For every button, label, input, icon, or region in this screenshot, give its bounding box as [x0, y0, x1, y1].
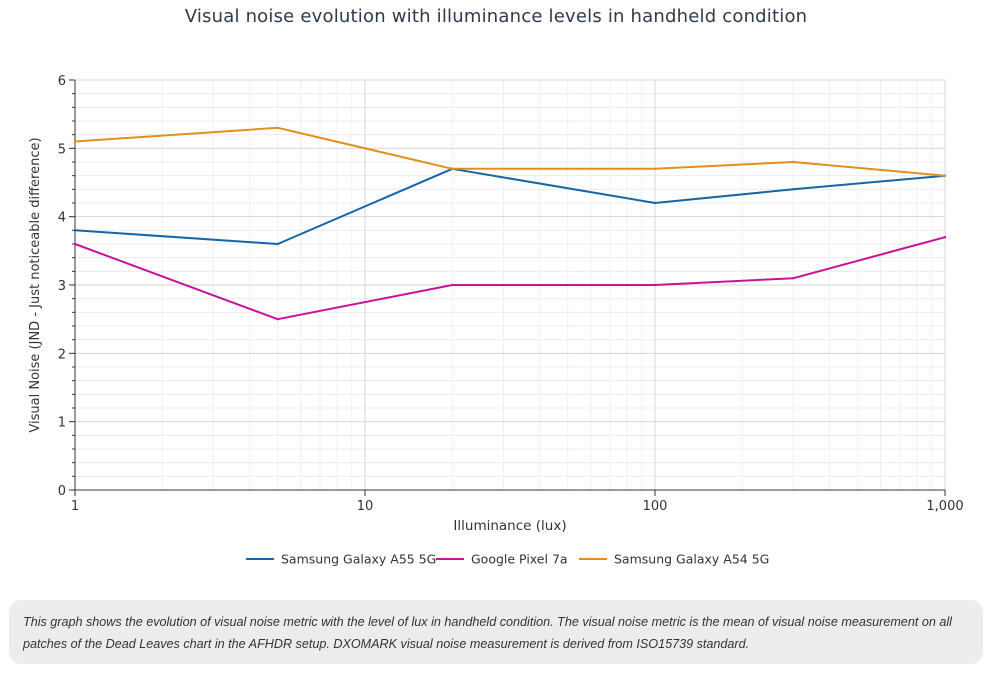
y-tick-label: 1	[58, 416, 66, 431]
y-axis-label: Visual Noise (JND - Just noticeable diff…	[28, 137, 43, 432]
data-point	[792, 188, 795, 191]
x-tick-label: 100	[643, 499, 668, 514]
data-point	[943, 235, 947, 239]
y-tick-label: 6	[58, 74, 66, 89]
chart-description-box: This graph shows the evolution of visual…	[9, 600, 983, 664]
x-tick-label: 10	[357, 499, 374, 514]
x-axis-label: Illuminance (lux)	[453, 518, 566, 534]
y-tick-label: 5	[58, 142, 66, 157]
data-point	[276, 242, 279, 246]
chart-description-text: This graph shows the evolution of visual…	[23, 615, 952, 651]
legend: Samsung Galaxy A55 5G Google Pixel 7a Sams…	[246, 552, 769, 567]
data-point	[653, 167, 657, 171]
y-tick-label: 0	[58, 484, 66, 499]
data-point	[653, 283, 657, 287]
series-lines	[73, 126, 947, 321]
data-point	[792, 276, 795, 280]
data-point	[276, 126, 279, 130]
data-point	[943, 174, 947, 177]
series-line	[74, 126, 946, 177]
legend-label: Samsung Galaxy A55 5G	[281, 552, 436, 567]
chart-title: Visual noise evolution with illuminance …	[184, 6, 808, 27]
legend-label: Google Pixel 7a	[471, 552, 568, 567]
legend-label: Samsung Galaxy A54 5G	[614, 552, 769, 567]
grid-lines	[74, 79, 946, 491]
y-tick-label: 4	[58, 211, 66, 226]
data-point	[451, 167, 454, 171]
x-tick-label: 1,000	[926, 499, 963, 514]
series-line	[74, 236, 946, 321]
data-point	[73, 242, 77, 246]
data-point	[276, 317, 279, 321]
y-tick-label: 3	[58, 279, 66, 294]
data-point	[73, 140, 77, 143]
data-point	[73, 229, 77, 232]
data-point	[451, 283, 454, 287]
x-tick-label: 1	[71, 499, 79, 514]
y-tick-label: 2	[58, 347, 66, 362]
series-line	[74, 167, 946, 245]
data-point	[653, 201, 657, 205]
data-point	[792, 160, 795, 164]
